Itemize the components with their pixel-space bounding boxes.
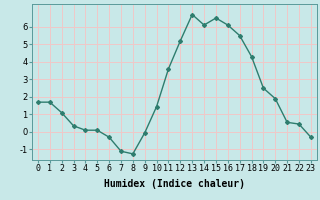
X-axis label: Humidex (Indice chaleur): Humidex (Indice chaleur) xyxy=(104,179,245,189)
